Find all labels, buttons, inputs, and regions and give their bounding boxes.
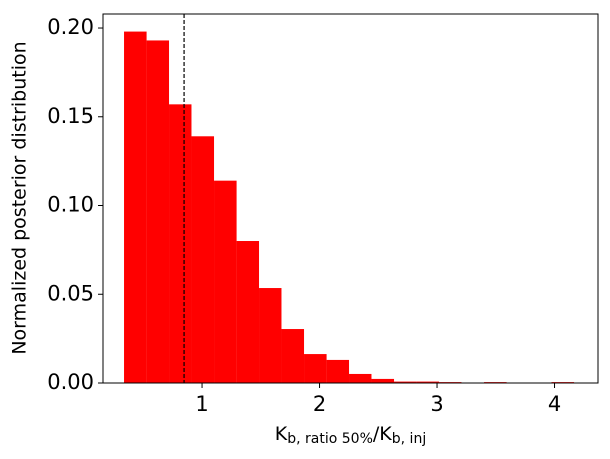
x-axis-label: Kb, ratio 50%/Kb, inj — [275, 423, 426, 448]
x-axis-label-part: /K — [373, 423, 392, 445]
bar — [326, 359, 350, 383]
y-tick-label: 0.20 — [47, 15, 94, 39]
y-tick-label: 0.05 — [47, 281, 94, 305]
x-tick-label: 2 — [313, 392, 326, 416]
y-axis-label: Normalized posterior distribution — [9, 41, 31, 354]
bar — [214, 180, 237, 383]
y-tick-label: 0.10 — [47, 193, 94, 217]
bar — [169, 104, 192, 384]
y-tick-label: 0.00 — [47, 370, 94, 394]
x-tick-label: 3 — [430, 392, 443, 416]
bar — [146, 40, 170, 383]
bar — [124, 31, 147, 383]
bar — [416, 381, 440, 383]
bar — [304, 354, 327, 383]
x-tick-label: 1 — [195, 392, 208, 416]
bar — [191, 136, 215, 383]
plot-frame — [102, 13, 599, 384]
bar — [349, 373, 372, 383]
bar — [394, 381, 417, 383]
x-axis-label-part: K — [275, 423, 288, 445]
bar — [371, 378, 395, 383]
bar — [281, 329, 305, 383]
x-axis-label-part: b, inj — [392, 431, 426, 447]
bar — [259, 288, 282, 383]
x-axis-label-part: b, ratio 50% — [287, 431, 373, 447]
bar — [236, 241, 260, 383]
x-tick-label: 4 — [548, 392, 561, 416]
y-tick-label: 0.15 — [47, 104, 94, 128]
